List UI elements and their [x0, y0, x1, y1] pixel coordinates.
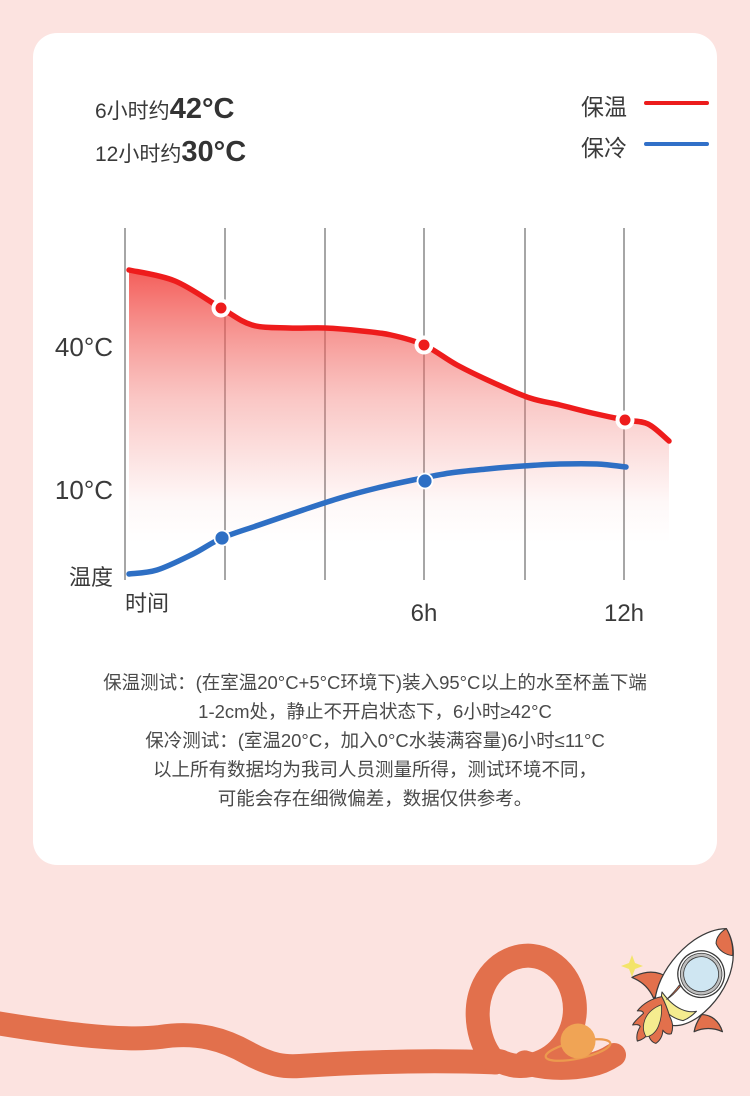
svg-text:40°C: 40°C: [55, 332, 113, 362]
svg-text:6h: 6h: [411, 600, 438, 627]
svg-text:12h: 12h: [604, 600, 644, 627]
svg-text:温度: 温度: [69, 565, 113, 590]
svg-text:时间: 时间: [125, 591, 169, 616]
svg-text:10°C: 10°C: [55, 475, 113, 505]
